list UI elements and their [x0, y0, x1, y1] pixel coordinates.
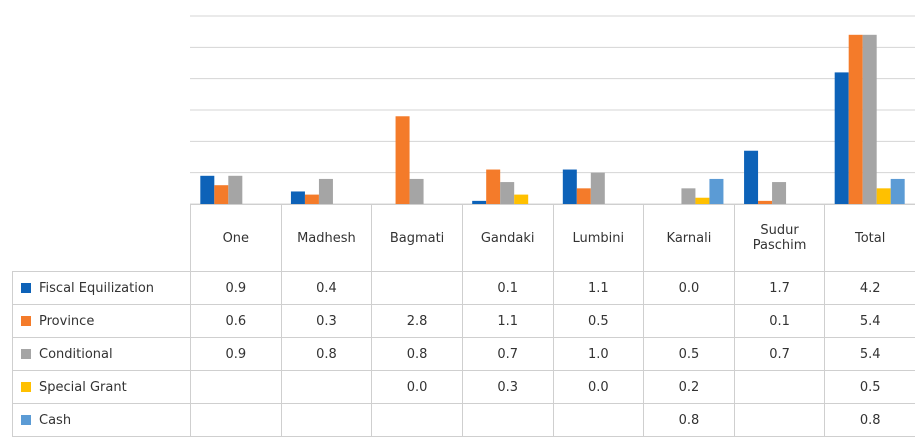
value-cell: 1.0 [552, 337, 645, 371]
value-cell: 5.4 [824, 337, 915, 371]
value-cell: 0.5 [824, 370, 915, 404]
category-label: Total [824, 204, 915, 272]
series-row: Province 0.6 0.3 2.8 1.1 0.5 0.1 5.4 [12, 304, 915, 338]
empty-cell [280, 403, 373, 437]
bar [486, 169, 501, 204]
legend-label: Fiscal Equilization [39, 280, 155, 296]
corner [12, 204, 191, 272]
value-cell: 0.8 [280, 337, 373, 371]
category-label: Karnali [643, 204, 735, 272]
bar [200, 175, 215, 204]
value-cell: 0.5 [643, 337, 735, 371]
bar [758, 200, 773, 204]
bar [214, 185, 229, 204]
series-row: Fiscal Equilization 0.9 0.4 0.1 1.1 0.0 1.7 4.2 [12, 271, 915, 305]
empty-cell [461, 403, 554, 437]
bar [228, 175, 243, 204]
bar [834, 72, 849, 205]
bar [500, 182, 515, 204]
data-table: One Madhesh Bagmati Gandaki Lumbini Karnali Su… [12, 204, 915, 437]
value-cell: 0.2 [643, 370, 735, 404]
legend-swatch [21, 348, 31, 359]
legend-cell: Province [12, 304, 191, 338]
chart [190, 15, 915, 205]
series-row: Cash 0.8 0.8 [12, 403, 915, 437]
bar [681, 188, 696, 204]
value-cell: 0.0 [371, 370, 463, 404]
legend-cell: Cash [12, 403, 191, 437]
legend-cell: Fiscal Equilization [12, 271, 191, 305]
bar [409, 178, 424, 204]
value-cell: 1.1 [461, 304, 554, 338]
bar [562, 169, 577, 204]
empty-cell [733, 403, 826, 437]
value-cell: 0.7 [461, 337, 554, 371]
category-label: Gandaki [461, 204, 554, 272]
category-label: One [190, 204, 282, 272]
value-cell: 5.4 [824, 304, 915, 338]
bar [772, 182, 787, 204]
value-cell: 0.0 [643, 271, 735, 305]
legend-label: Province [39, 313, 95, 329]
bar [890, 178, 905, 204]
bar [576, 188, 591, 204]
empty-cell [552, 403, 645, 437]
category-label: Madhesh [280, 204, 373, 272]
legend-swatch [21, 381, 31, 392]
legend-swatch [21, 315, 31, 326]
category-label: Lumbini [552, 204, 645, 272]
value-cell: 1.1 [552, 271, 645, 305]
bar [395, 116, 410, 204]
category-label: Bagmati [371, 204, 463, 272]
value-cell: 0.5 [552, 304, 645, 338]
value-cell: 0.3 [280, 304, 373, 338]
bar [709, 178, 724, 204]
value-cell: 0.3 [461, 370, 554, 404]
bar [590, 172, 605, 204]
value-cell: 0.4 [280, 271, 373, 305]
empty-cell [733, 370, 826, 404]
legend-cell: Conditional [12, 337, 191, 371]
value-cell: 1.7 [733, 271, 826, 305]
legend-label: Cash [39, 412, 72, 428]
series-row: Special Grant 0.0 0.3 0.0 0.2 0.5 [12, 370, 915, 404]
empty-cell [643, 304, 735, 338]
empty-cell [190, 370, 282, 404]
value-cell: 0.9 [190, 337, 282, 371]
bar [472, 200, 487, 204]
legend-swatch [21, 414, 31, 425]
header-row: One Madhesh Bagmati Gandaki Lumbini Karnali Su… [12, 204, 915, 272]
value-cell: 0.7 [733, 337, 826, 371]
value-cell: 0.0 [552, 370, 645, 404]
value-cell: 0.8 [824, 403, 915, 437]
bar [695, 197, 710, 204]
value-cell: 0.8 [643, 403, 735, 437]
bar [848, 34, 863, 204]
value-cell: 4.2 [824, 271, 915, 305]
legend-swatch [21, 282, 31, 293]
category-label: Sudur Paschim [733, 204, 826, 272]
empty-cell [371, 271, 463, 305]
bar [290, 191, 305, 204]
bar [876, 188, 891, 204]
legend-label: Special Grant [39, 379, 127, 395]
value-cell: 0.1 [733, 304, 826, 338]
value-cell: 0.8 [371, 337, 463, 371]
bar [304, 194, 319, 204]
bar [862, 34, 877, 204]
legend-label: Conditional [39, 346, 113, 362]
value-cell: 2.8 [371, 304, 463, 338]
bar [514, 194, 529, 204]
bar [318, 178, 333, 204]
value-cell: 0.6 [190, 304, 282, 338]
bar [744, 150, 759, 204]
empty-cell [190, 403, 282, 437]
value-cell: 0.9 [190, 271, 282, 305]
empty-cell [280, 370, 373, 404]
value-cell: 0.1 [461, 271, 554, 305]
legend-cell: Special Grant [12, 370, 191, 404]
empty-cell [371, 403, 463, 437]
series-row: Conditional 0.9 0.8 0.8 0.7 1.0 0.5 0.7 5.4 [12, 337, 915, 371]
